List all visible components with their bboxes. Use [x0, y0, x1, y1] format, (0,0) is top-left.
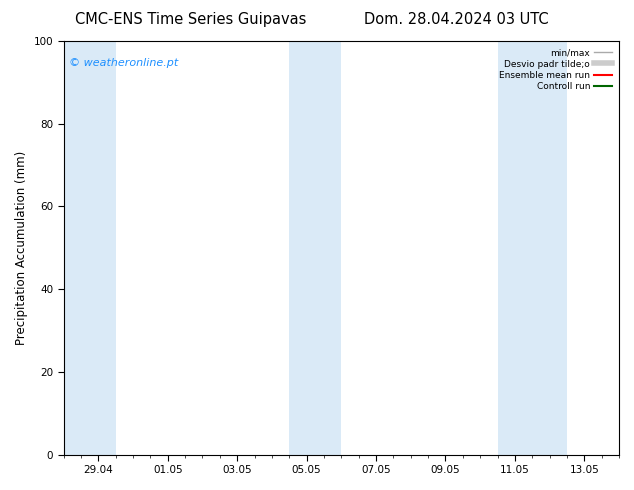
Y-axis label: Precipitation Accumulation (mm): Precipitation Accumulation (mm) [15, 151, 28, 345]
Legend: min/max, Desvio padr tilde;o, Ensemble mean run, Controll run: min/max, Desvio padr tilde;o, Ensemble m… [496, 46, 614, 94]
Bar [498, 41, 567, 455]
Text: © weatheronline.pt: © weatheronline.pt [69, 58, 178, 68]
Bar [289, 41, 341, 455]
Text: CMC-ENS Time Series Guipavas: CMC-ENS Time Series Guipavas [75, 12, 306, 27]
Text: Dom. 28.04.2024 03 UTC: Dom. 28.04.2024 03 UTC [364, 12, 549, 27]
Bar [63, 41, 115, 455]
